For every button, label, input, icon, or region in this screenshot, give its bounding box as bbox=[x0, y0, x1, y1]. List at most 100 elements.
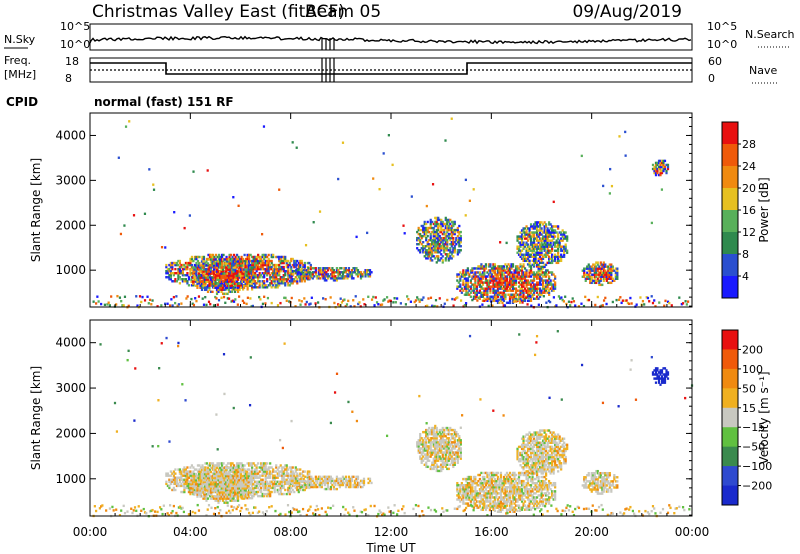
echo-cell bbox=[278, 271, 281, 275]
echo-cell bbox=[178, 269, 181, 273]
ground-scatter-cell bbox=[569, 304, 572, 307]
echo-cell bbox=[598, 265, 601, 268]
echo-cell bbox=[510, 285, 513, 288]
echo-cell bbox=[225, 288, 228, 291]
echo-cell bbox=[243, 472, 246, 475]
echo-cell bbox=[250, 268, 253, 271]
echo-cell bbox=[257, 263, 260, 267]
echo-cell bbox=[317, 271, 320, 274]
echo-cell bbox=[238, 272, 241, 275]
echo-cell bbox=[279, 255, 282, 259]
echo-cell bbox=[294, 259, 297, 263]
echo-cell bbox=[314, 269, 317, 272]
echo-cell bbox=[257, 267, 260, 271]
echo-cell bbox=[560, 255, 563, 258]
echo-cell bbox=[517, 297, 521, 300]
echo-cell bbox=[261, 472, 264, 475]
echo-cell bbox=[513, 269, 516, 272]
echo-cell bbox=[522, 295, 525, 298]
echo-cell bbox=[487, 269, 491, 272]
echo-cell bbox=[416, 236, 419, 240]
echo-cell bbox=[246, 274, 249, 277]
echo-cell bbox=[174, 280, 177, 283]
echo-cell bbox=[264, 284, 267, 287]
echo-cell bbox=[209, 476, 213, 480]
echo-cell bbox=[260, 474, 263, 477]
echo-cell bbox=[184, 476, 188, 479]
echo-cell bbox=[267, 466, 270, 469]
echo-cell bbox=[531, 249, 534, 252]
echo-cell bbox=[298, 275, 301, 278]
echo-cell bbox=[212, 268, 216, 271]
echo-cell bbox=[489, 275, 492, 278]
echo-cell bbox=[267, 494, 270, 498]
echo-cell bbox=[193, 468, 197, 471]
echo-cell bbox=[264, 476, 267, 479]
echo-cell bbox=[276, 284, 279, 287]
echo-cell bbox=[224, 466, 228, 470]
echo-cell bbox=[174, 472, 177, 475]
echo-cell bbox=[246, 482, 249, 486]
echo-cell bbox=[210, 255, 213, 259]
echo-cell bbox=[284, 273, 287, 277]
echo-cell bbox=[208, 253, 212, 257]
echo-cell bbox=[325, 275, 328, 278]
echo-cell bbox=[269, 490, 272, 494]
echo-cell bbox=[534, 221, 537, 224]
echo-cell bbox=[224, 495, 228, 498]
echo-cell bbox=[432, 243, 435, 246]
echo-cell bbox=[364, 269, 367, 272]
ground-scatter-cell bbox=[345, 303, 349, 306]
echo-cell bbox=[564, 243, 567, 246]
echo-cell bbox=[228, 253, 231, 257]
echo-cell bbox=[181, 263, 185, 267]
echo-cell bbox=[205, 495, 208, 498]
echo-cell bbox=[480, 287, 483, 290]
echo-cell bbox=[447, 218, 450, 222]
echo-cell bbox=[426, 230, 429, 234]
echo-cell bbox=[233, 476, 237, 480]
echo-cell bbox=[511, 293, 515, 296]
echo-cell bbox=[214, 476, 217, 480]
echo-cell bbox=[254, 468, 257, 471]
echo-cell bbox=[486, 285, 489, 288]
echo-cell bbox=[206, 481, 210, 484]
echo-cell bbox=[489, 285, 492, 288]
echo-cell bbox=[205, 270, 208, 273]
ground-scatter-cell bbox=[288, 300, 291, 303]
ground-scatter-cell bbox=[97, 300, 100, 303]
power-cbar-label: Power [dB] bbox=[757, 177, 771, 242]
echo-cell bbox=[203, 472, 207, 476]
echo-cell bbox=[216, 464, 219, 467]
echo-cell bbox=[230, 280, 234, 283]
echo-cell bbox=[429, 238, 432, 242]
echo-cell bbox=[172, 474, 175, 477]
echo-cell bbox=[538, 249, 542, 252]
echo-cell bbox=[511, 273, 515, 276]
echo-cell bbox=[526, 239, 530, 242]
echo-cell bbox=[498, 281, 501, 284]
echo-cell bbox=[517, 235, 521, 238]
echo-cell bbox=[323, 279, 326, 282]
echo-cell bbox=[205, 472, 208, 476]
echo-cell bbox=[209, 466, 213, 470]
echo-cell bbox=[462, 281, 465, 284]
station-title: Christmas Valley East (fitACF) bbox=[92, 2, 345, 22]
isolated-cell bbox=[387, 134, 390, 137]
ground-scatter-cell bbox=[249, 297, 252, 300]
echo-cell bbox=[181, 484, 185, 488]
echo-cell bbox=[294, 280, 297, 283]
echo-cell bbox=[535, 221, 539, 224]
echo-cell bbox=[437, 222, 440, 226]
echo-cell bbox=[444, 224, 447, 228]
echo-cell bbox=[534, 289, 537, 292]
echo-cell bbox=[285, 263, 288, 267]
echo-cell bbox=[563, 237, 566, 240]
echo-cell bbox=[290, 273, 293, 276]
echo-cell bbox=[235, 260, 238, 263]
echo-cell bbox=[244, 280, 247, 283]
echo-cell bbox=[516, 275, 519, 278]
isolated-cell bbox=[164, 246, 167, 249]
echo-cell bbox=[493, 299, 497, 302]
echo-cell bbox=[477, 271, 480, 274]
